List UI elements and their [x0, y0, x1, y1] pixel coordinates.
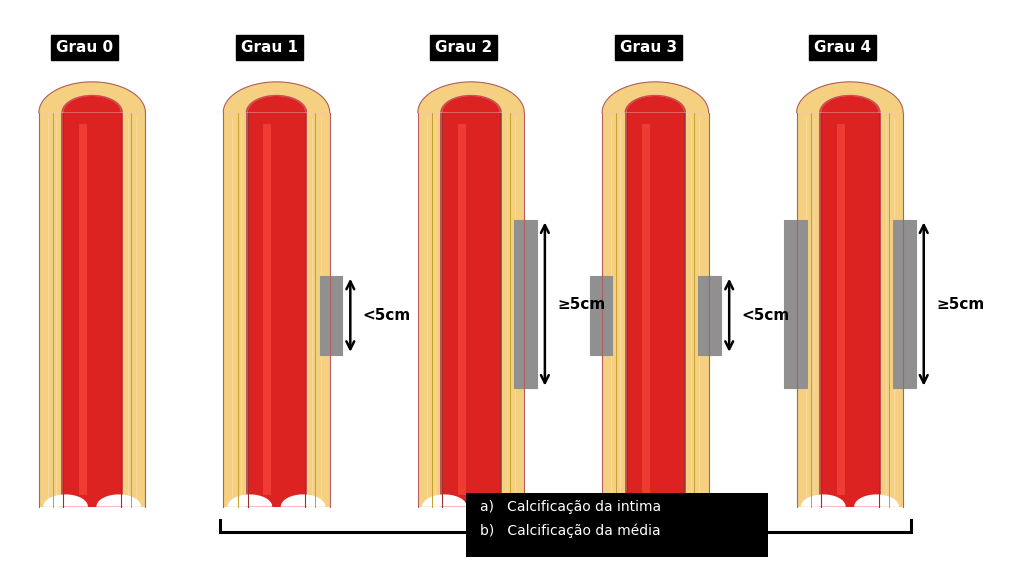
Bar — [879, 113, 881, 507]
Bar — [305, 113, 307, 507]
Polygon shape — [39, 82, 145, 113]
Bar — [797, 113, 819, 507]
Bar — [881, 113, 903, 507]
Bar — [246, 113, 248, 507]
Bar — [684, 113, 686, 507]
Polygon shape — [821, 96, 879, 113]
Polygon shape — [227, 494, 272, 507]
Bar — [61, 113, 63, 507]
Bar — [625, 113, 627, 507]
Bar — [642, 124, 650, 495]
Bar — [307, 113, 330, 507]
Polygon shape — [61, 95, 123, 113]
Text: <5cm: <5cm — [741, 308, 790, 323]
Bar — [466, 493, 768, 557]
Bar — [784, 220, 807, 388]
Polygon shape — [418, 82, 524, 113]
Bar — [418, 113, 440, 507]
Bar — [39, 113, 145, 507]
Polygon shape — [606, 494, 651, 507]
Bar — [602, 113, 709, 507]
Bar — [442, 113, 500, 507]
Bar — [821, 113, 879, 507]
Bar — [698, 276, 721, 355]
Text: Grau 1: Grau 1 — [241, 41, 298, 55]
Text: b)   Calcificação da média: b) Calcificação da média — [480, 524, 660, 538]
Polygon shape — [797, 82, 903, 113]
Bar — [79, 124, 87, 495]
Polygon shape — [659, 494, 705, 507]
Bar — [797, 113, 903, 507]
Bar — [514, 220, 537, 388]
Text: ≥5cm: ≥5cm — [936, 297, 984, 311]
Bar — [39, 113, 61, 507]
Polygon shape — [819, 95, 881, 113]
Polygon shape — [43, 494, 88, 507]
Polygon shape — [797, 82, 903, 113]
Bar — [819, 113, 821, 507]
Bar — [263, 124, 271, 495]
Text: Grau 0: Grau 0 — [56, 41, 114, 55]
Text: Grau 4: Grau 4 — [814, 41, 871, 55]
Text: Grau 3: Grau 3 — [620, 41, 677, 55]
Bar — [627, 113, 684, 507]
Polygon shape — [422, 494, 467, 507]
Bar — [319, 276, 342, 355]
Text: Grau 2: Grau 2 — [435, 41, 493, 55]
Bar — [837, 124, 845, 495]
Polygon shape — [39, 82, 145, 113]
Polygon shape — [223, 82, 330, 113]
Text: <5cm: <5cm — [362, 308, 411, 323]
Bar — [223, 113, 330, 507]
Bar — [686, 113, 709, 507]
Polygon shape — [248, 96, 305, 113]
Polygon shape — [602, 82, 709, 113]
Bar — [440, 113, 442, 507]
Bar — [502, 113, 524, 507]
Polygon shape — [625, 95, 686, 113]
Polygon shape — [475, 494, 520, 507]
Polygon shape — [602, 82, 709, 113]
Polygon shape — [63, 96, 121, 113]
Polygon shape — [627, 96, 684, 113]
Bar — [63, 113, 121, 507]
Bar — [248, 113, 305, 507]
Bar — [458, 124, 466, 495]
Bar — [602, 113, 625, 507]
Polygon shape — [440, 95, 502, 113]
Bar — [121, 113, 123, 507]
Bar — [590, 276, 612, 355]
Polygon shape — [223, 82, 330, 113]
Polygon shape — [418, 82, 524, 113]
Text: a)   Calcificação da intima: a) Calcificação da intima — [480, 501, 662, 514]
Polygon shape — [281, 494, 326, 507]
Bar — [223, 113, 246, 507]
Polygon shape — [801, 494, 846, 507]
Bar — [893, 220, 915, 388]
Polygon shape — [96, 494, 141, 507]
Bar — [500, 113, 502, 507]
Bar — [123, 113, 145, 507]
Bar — [418, 113, 524, 507]
Polygon shape — [854, 494, 899, 507]
Polygon shape — [442, 96, 500, 113]
Text: ≥5cm: ≥5cm — [557, 297, 605, 311]
Polygon shape — [246, 95, 307, 113]
